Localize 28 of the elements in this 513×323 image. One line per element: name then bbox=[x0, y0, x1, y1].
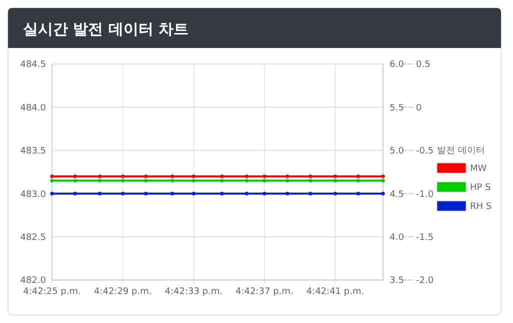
y3-tick-label: -1.0 bbox=[416, 190, 434, 200]
legend-label: HP S bbox=[470, 183, 492, 194]
legend-title: 발전 데이터 bbox=[437, 146, 485, 156]
y-tick-label: 484.0 bbox=[20, 103, 46, 114]
y3-tick-label: -1.5 bbox=[416, 232, 434, 243]
y-tick-label: 482.0 bbox=[20, 276, 46, 286]
y2-tick-label: 6.0 bbox=[390, 60, 404, 70]
y3-tick-label: 0.5 bbox=[416, 60, 430, 70]
y-tick-label: 484.5 bbox=[20, 60, 46, 70]
y-tick-label: 483.5 bbox=[20, 146, 46, 157]
legend-label: RH S bbox=[470, 202, 492, 212]
x-tick-label: 4:42:37 p.m. bbox=[236, 287, 294, 297]
y-tick-label: 482.5 bbox=[20, 232, 46, 243]
x-tick-label: 4:42:25 p.m. bbox=[23, 287, 81, 297]
y3-tick-label: 0 bbox=[416, 103, 422, 114]
chart-title: 실시간 발전 데이터 차트 bbox=[23, 20, 189, 38]
y-tick-label: 483.0 bbox=[20, 190, 46, 200]
x-tick-label: 4:42:29 p.m. bbox=[94, 287, 152, 297]
y2-tick-label: 5.0 bbox=[390, 146, 404, 157]
y2-tick-label: 3.5 bbox=[390, 276, 404, 286]
y3-tick-label: -2.0 bbox=[416, 276, 434, 286]
x-tick-label: 4:42:33 p.m. bbox=[164, 287, 223, 297]
legend-label: MW bbox=[470, 164, 487, 174]
y2-tick-label: 5.5 bbox=[390, 103, 404, 114]
y2-tick-label: 4.0 bbox=[390, 232, 404, 243]
x-tick-label: 4:42:41 p.m. bbox=[306, 287, 364, 297]
y2-tick-label: 4.5 bbox=[390, 190, 404, 200]
y3-tick-label: -0.5 bbox=[416, 146, 434, 157]
